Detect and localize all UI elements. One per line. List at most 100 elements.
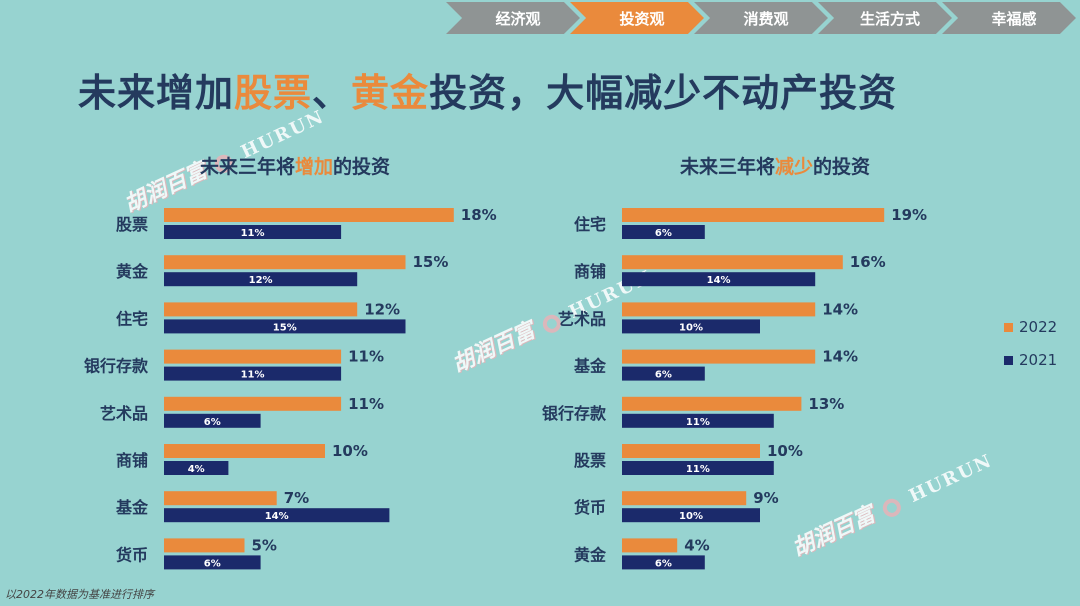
left-bar-2022 <box>164 255 406 270</box>
footnote: 以2022年数据为基准进行排序 <box>5 588 154 601</box>
right-bar-2022 <box>622 349 816 364</box>
left-value-label-2022: 10% <box>332 442 368 460</box>
left-bar-2022 <box>164 396 342 411</box>
nav-tab-consumption[interactable]: 消费观 <box>694 2 828 34</box>
left-bar-2022 <box>164 208 454 222</box>
right-bar-2021 <box>622 272 816 287</box>
title-part1: 未来增加 <box>78 71 235 115</box>
right-value-label-2021: 10% <box>679 322 703 333</box>
right-value-label-2022: 14% <box>822 300 858 318</box>
right-bar-2021 <box>622 366 705 381</box>
right-bar-2022 <box>622 255 843 270</box>
left-value-label-2021: 4% <box>188 464 205 475</box>
right-category-label: 黄金 <box>574 545 607 564</box>
left-value-label-2022: 12% <box>364 300 400 318</box>
left-bar-2022 <box>164 349 342 364</box>
right-category-label: 银行存款 <box>542 404 607 423</box>
right-category-label: 基金 <box>573 357 607 376</box>
right-value-label-2021: 6% <box>655 558 672 569</box>
right-bar-2021 <box>622 508 760 523</box>
legend-swatch-2022 <box>1004 322 1013 332</box>
right-value-label-2021: 11% <box>686 417 710 428</box>
left-value-label-2021: 11% <box>241 228 265 239</box>
left-value-label-2021: 12% <box>249 275 273 286</box>
left-bar-2022 <box>164 538 245 553</box>
left-category-label: 货币 <box>116 545 148 564</box>
left-category-label: 股票 <box>116 215 148 234</box>
right-value-label-2021: 6% <box>655 370 672 381</box>
left-bar-chart: 股票 18% 11% 黄金 15% 12% 住宅 12% 15% 银行存款 11% 11% 艺术品 11%… <box>84 206 497 570</box>
right-bar-2022 <box>622 208 885 222</box>
legend-label-2021: 2021 <box>1019 351 1058 369</box>
right-value-label-2022: 9% <box>753 489 778 507</box>
right-bar-2022 <box>622 302 816 317</box>
right-value-label-2022: 19% <box>891 206 927 224</box>
left-subtitle-highlight: 增加 <box>295 156 334 178</box>
right-bar-2021 <box>622 461 774 475</box>
nav-tab-investment[interactable]: 投资观 <box>570 2 704 34</box>
right-bar-2022 <box>622 538 678 553</box>
right-value-label-2022: 16% <box>850 253 886 271</box>
right-value-label-2021: 6% <box>655 228 672 239</box>
page-title: 未来增加股票、黄金投资，大幅减少不动产投资 <box>78 62 897 117</box>
right-value-label-2022: 14% <box>822 348 858 366</box>
left-chart-subtitle: 未来三年将增加的投资 <box>200 152 390 179</box>
left-value-label-2022: 18% <box>461 206 497 224</box>
right-chart-subtitle: 未来三年将减少的投资 <box>680 152 870 179</box>
left-bar-2022 <box>164 302 358 317</box>
left-category-label: 住宅 <box>116 309 148 328</box>
left-bar-2021 <box>164 366 342 381</box>
left-bar-2021 <box>164 413 261 428</box>
right-value-label-2021: 10% <box>679 511 703 522</box>
right-value-label-2022: 10% <box>767 442 803 460</box>
right-category-label: 货币 <box>574 498 606 517</box>
right-category-label: 艺术品 <box>558 309 606 328</box>
nav-tab-economy[interactable]: 经济观 <box>446 2 580 34</box>
left-bar-2021 <box>164 508 390 523</box>
left-bar-2021 <box>164 555 261 570</box>
right-bar-2022 <box>622 491 747 506</box>
left-category-label: 艺术品 <box>100 404 148 423</box>
left-value-label-2021: 15% <box>273 322 297 333</box>
nav-tab-lifestyle[interactable]: 生活方式 <box>818 2 952 34</box>
left-bar-2022 <box>164 491 277 506</box>
title-highlight-stocks: 股票 <box>234 71 313 115</box>
right-bar-2021 <box>622 319 760 334</box>
left-category-label: 商铺 <box>116 451 148 470</box>
title-part2: 、 <box>312 71 352 115</box>
left-category-label: 黄金 <box>116 262 149 281</box>
left-value-label-2021: 11% <box>241 370 265 381</box>
left-value-label-2022: 7% <box>284 489 309 507</box>
right-value-label-2021: 11% <box>686 464 710 475</box>
title-highlight-gold: 黄金 <box>351 71 430 115</box>
right-bar-2022 <box>622 396 802 411</box>
left-value-label-2021: 6% <box>204 417 221 428</box>
right-subtitle-highlight: 减少 <box>775 156 814 178</box>
left-bar-2021 <box>164 272 358 287</box>
legend-swatch-2021 <box>1004 355 1013 365</box>
right-bar-2021 <box>622 413 774 428</box>
right-category-label: 股票 <box>574 451 606 470</box>
right-value-label-2022: 4% <box>684 536 709 554</box>
left-value-label-2022: 11% <box>348 395 384 413</box>
left-bar-2021 <box>164 225 342 239</box>
legend-item-2021: 2021 <box>1004 351 1057 369</box>
right-category-label: 住宅 <box>574 215 606 234</box>
right-category-label: 商铺 <box>574 262 606 281</box>
left-category-label: 基金 <box>115 498 149 517</box>
left-category-label: 银行存款 <box>84 357 149 376</box>
left-value-label-2021: 14% <box>265 511 289 522</box>
left-bar-2021 <box>164 461 229 475</box>
left-subtitle-post: 的投资 <box>333 156 391 178</box>
right-bar-2021 <box>622 555 705 570</box>
left-value-label-2022: 5% <box>252 536 277 554</box>
right-bar-chart: 住宅 19% 6% 商铺 16% 14% 艺术品 14% 10% 基金 14% 6% 银行存款 13% 11… <box>542 206 927 570</box>
right-value-label-2021: 14% <box>707 275 731 286</box>
left-value-label-2022: 15% <box>413 253 449 271</box>
nav-tab-happiness[interactable]: 幸福感 <box>942 2 1076 34</box>
right-subtitle-post: 的投资 <box>813 156 871 178</box>
left-value-label-2021: 6% <box>204 558 221 569</box>
right-value-label-2022: 13% <box>808 395 844 413</box>
left-bar-2021 <box>164 319 406 334</box>
right-subtitle-pre: 未来三年将 <box>680 156 776 178</box>
